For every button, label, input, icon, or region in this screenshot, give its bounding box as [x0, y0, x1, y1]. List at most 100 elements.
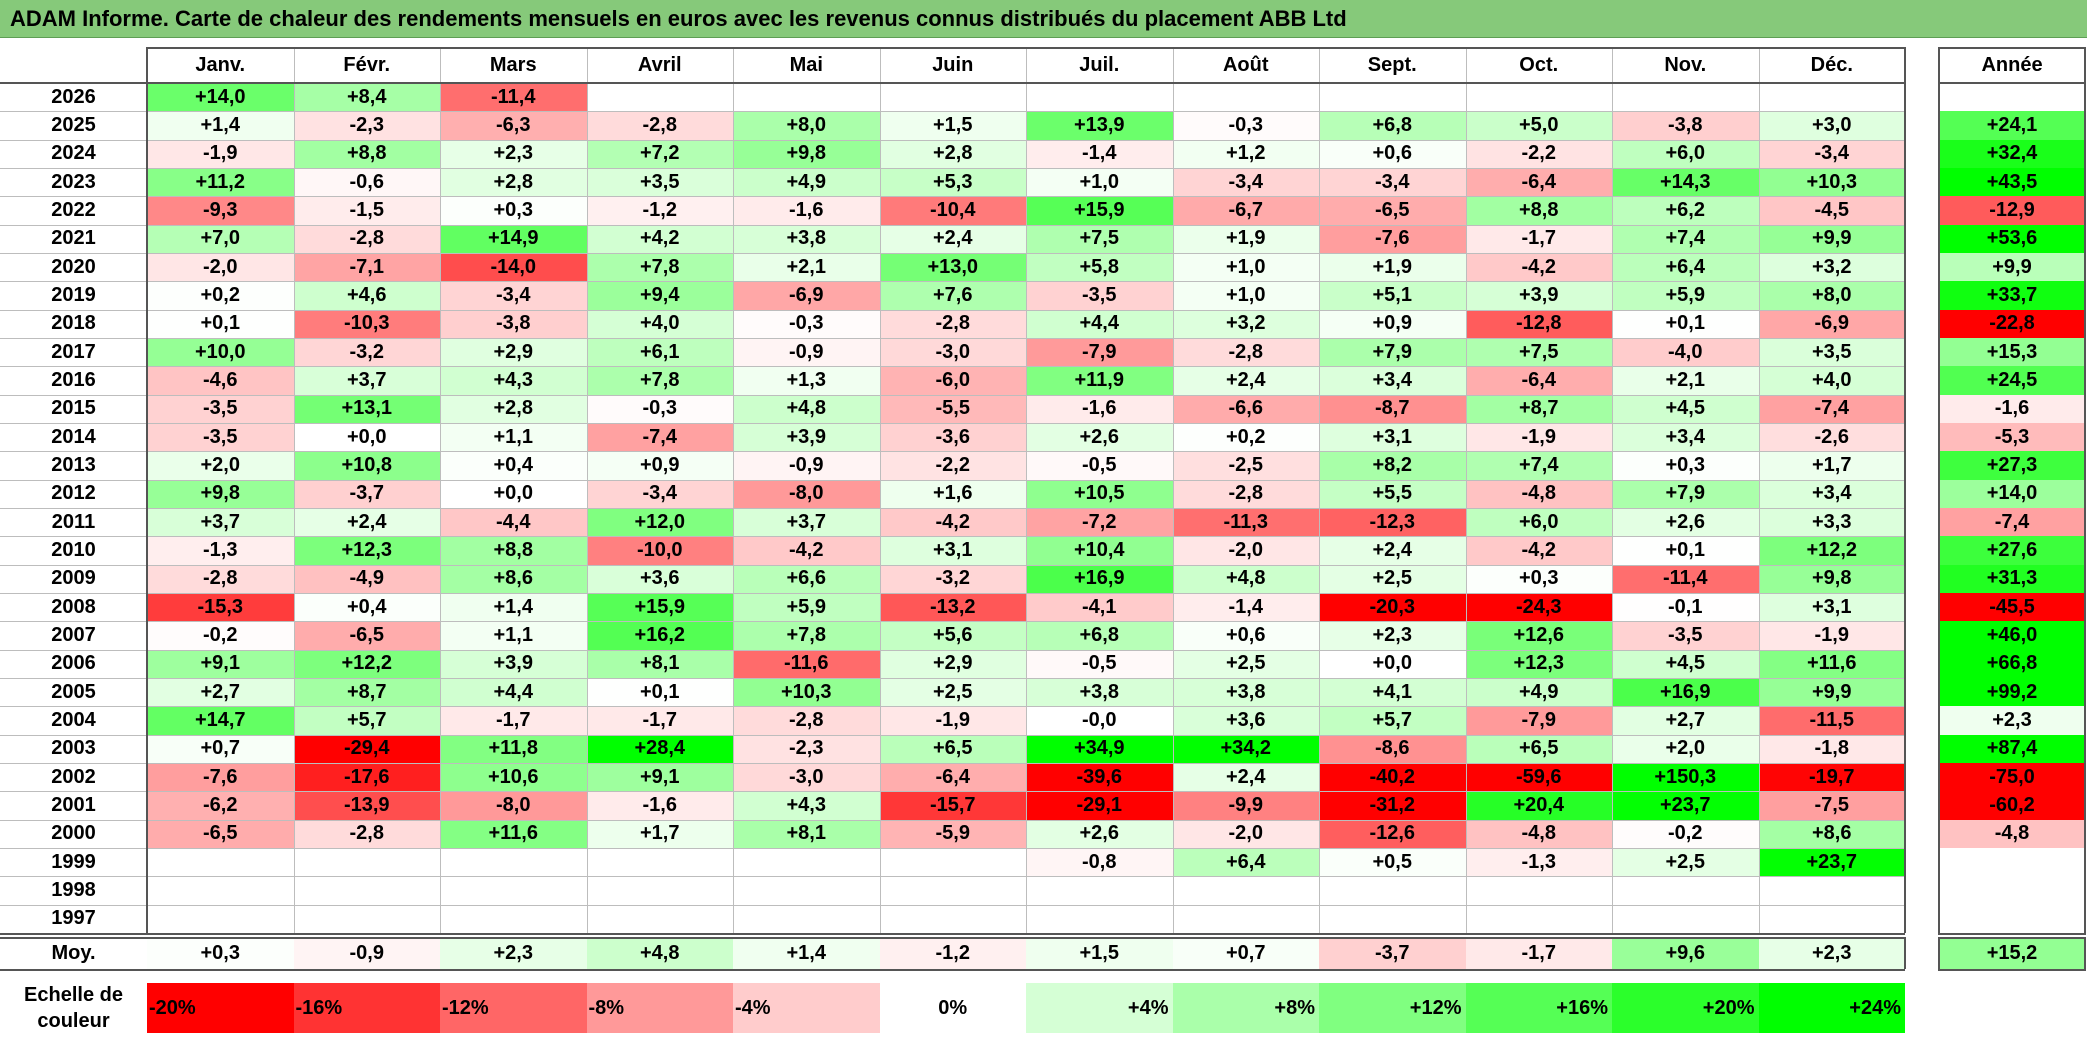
heatmap-cell: +7,5: [1026, 224, 1173, 253]
heatmap-cell: +3,5: [1758, 337, 1905, 367]
avg-frame-bottom: [0, 969, 1905, 971]
heatmap-cell: [1465, 83, 1612, 112]
heatmap-cell: +3,7: [147, 507, 294, 537]
heatmap-cell: [586, 83, 733, 112]
annual-cell: +43,5: [1938, 167, 2086, 197]
heatmap-cell: +3,1: [1319, 422, 1466, 452]
heatmap-cell: +3,4: [1612, 422, 1759, 452]
heatmap-cell: +4,8: [733, 394, 880, 423]
heatmap-cell: -2,8: [1172, 479, 1319, 508]
grid-line-horizontal: [0, 111, 1905, 113]
heatmap-cell: +3,4: [1758, 479, 1905, 508]
month-header: Sept.: [1367, 53, 1417, 76]
heatmap-cell: -0,5: [1026, 649, 1173, 678]
heatmap-cell: +12,6: [1465, 621, 1612, 650]
heatmap-cell: +0,1: [147, 309, 294, 338]
heatmap-cell: [293, 904, 440, 933]
heatmap-cell: -4,1: [1026, 592, 1173, 622]
heatmap-cell: +4,0: [586, 309, 733, 338]
heatmap-cell: -2,3: [733, 734, 880, 763]
heatmap-cell: -1,2: [586, 196, 733, 225]
year-label: 2008: [51, 595, 96, 618]
heatmap-cell: -1,6: [733, 196, 880, 225]
grid-line-horizontal: [0, 536, 1905, 538]
heatmap-cell: +12,3: [293, 536, 440, 565]
heatmap-cell: -29,1: [1026, 791, 1173, 820]
heatmap-cell: +8,7: [293, 677, 440, 707]
annual-cell: +24,1: [1938, 111, 2086, 140]
heatmap-cell: +8,8: [1465, 196, 1612, 225]
heatmap-cell: -8,0: [733, 479, 880, 508]
heatmap-cell: +4,6: [293, 281, 440, 310]
heatmap-cell: -3,7: [293, 479, 440, 508]
annual-cell: -22,8: [1938, 309, 2086, 338]
heatmap-cell: -1,9: [1758, 621, 1905, 650]
avg-annual-frame-left: [1938, 937, 1940, 969]
heatmap-cell: -2,8: [293, 819, 440, 848]
heatmap-cell: -0,3: [1172, 111, 1319, 140]
heatmap-cell: [1612, 83, 1759, 112]
grid-line-vertical: [1612, 47, 1613, 933]
year-label: 2016: [51, 368, 96, 391]
heatmap-cell: [1026, 904, 1173, 933]
heatmap-cell: -17,6: [293, 762, 440, 792]
heatmap-cell: -7,9: [1026, 337, 1173, 367]
color-scale-stop: -12%: [440, 983, 587, 1033]
annual-cell: -75,0: [1938, 762, 2086, 792]
annual-cell: +24,5: [1938, 366, 2086, 395]
annual-cell: -7,4: [1938, 507, 2086, 537]
heatmap-cell: +3,0: [1758, 111, 1905, 140]
heatmap-cell: [1319, 904, 1466, 933]
heatmap-cell: -59,6: [1465, 762, 1612, 792]
heatmap-cell: -6,5: [293, 621, 440, 650]
annual-cell: +33,7: [1938, 281, 2086, 310]
grid-line-horizontal: [0, 309, 1905, 311]
heatmap-cell: -13,9: [293, 791, 440, 820]
heatmap-cell: +12,0: [586, 507, 733, 537]
year-label: 2011: [51, 510, 96, 533]
grid-line-horizontal: [0, 281, 1905, 283]
heatmap-cell: +1,0: [1026, 167, 1173, 197]
year-label: 2012: [51, 482, 96, 505]
heatmap-cell: +0,4: [440, 451, 587, 480]
heatmap-cell: -0,9: [733, 337, 880, 367]
heatmap-cell: [879, 904, 1026, 933]
grid-line-vertical: [879, 47, 881, 933]
heatmap-cell: -3,5: [147, 394, 294, 423]
color-scale-stop: -16%: [293, 983, 440, 1033]
heatmap-cell: -10,0: [586, 536, 733, 565]
annual-cell: +15,3: [1938, 337, 2086, 367]
heatmap-cell: +11,8: [440, 734, 587, 763]
heatmap-cell: +3,9: [1465, 281, 1612, 310]
heatmap-cell: +2,6: [1612, 507, 1759, 537]
heatmap-cell: +2,4: [293, 507, 440, 537]
heatmap-cell: +2,7: [147, 677, 294, 707]
heatmap-cell: +9,8: [147, 479, 294, 508]
heatmap-cell: -19,7: [1758, 762, 1905, 792]
heatmap-cell: -1,6: [1026, 394, 1173, 423]
heatmap-cell: +2,4: [1172, 366, 1319, 395]
heatmap-cell: +9,1: [147, 649, 294, 678]
heatmap-cell: -2,8: [879, 309, 1026, 338]
heatmap-cell: [733, 904, 880, 933]
heatmap-cell: [1758, 904, 1905, 933]
heatmap-cell: -8,6: [1319, 734, 1466, 763]
heatmap-cell: +6,0: [1612, 139, 1759, 168]
heatmap-cell: -3,4: [1172, 167, 1319, 197]
heatmap-cell: -12,6: [1319, 819, 1466, 848]
heatmap-cell: +9,9: [1758, 224, 1905, 253]
month-header: Juil.: [1079, 53, 1120, 76]
heatmap-cell: +8,6: [1758, 819, 1905, 848]
heatmap-cell: +3,6: [1172, 706, 1319, 735]
average-cell: +2,3: [440, 937, 587, 969]
heatmap-cell: -1,7: [1465, 224, 1612, 253]
heatmap-cell: -12,8: [1465, 309, 1612, 338]
heatmap-cell: +3,2: [1172, 309, 1319, 338]
heatmap-cell: -7,1: [293, 252, 440, 282]
heatmap-cell: +0,4: [293, 592, 440, 622]
month-header: Mai: [789, 53, 823, 76]
grid-line-horizontal: [0, 847, 1905, 849]
annual-cell: -60,2: [1938, 791, 2086, 820]
heatmap-cell: -1,9: [879, 706, 1026, 735]
heatmap-cell: -2,3: [293, 111, 440, 140]
